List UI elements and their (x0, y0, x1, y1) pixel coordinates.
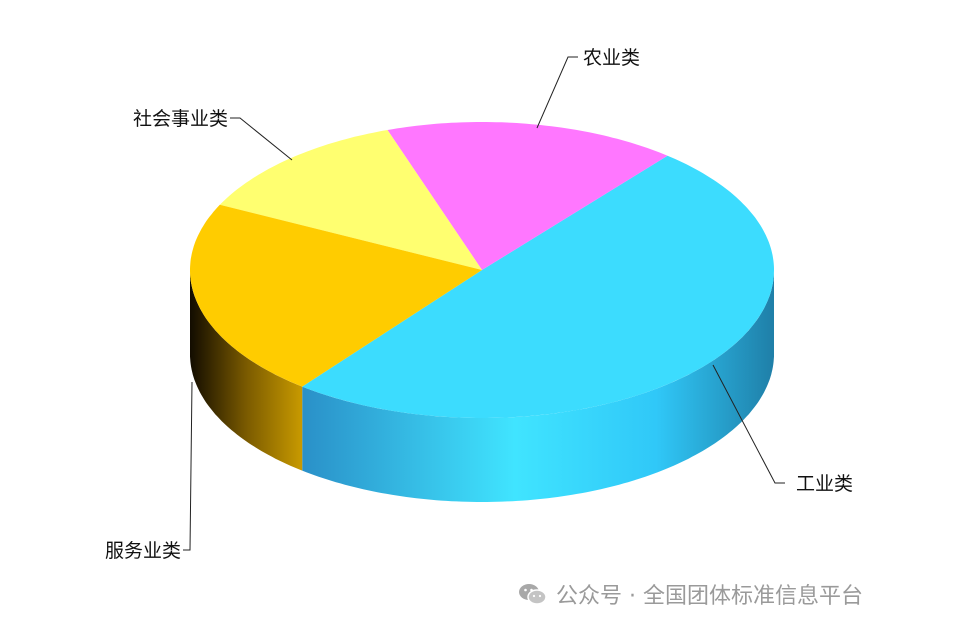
slice-0 (302, 155, 774, 418)
slice-side-3 (190, 270, 303, 471)
slice-label-service: 服务业类 (105, 540, 181, 562)
leader-line-industry (712, 364, 785, 484)
leader-line-social (230, 117, 293, 161)
slice-label-agriculture: 农业类 (583, 47, 640, 69)
slice-label-industry: 工业类 (796, 473, 853, 495)
slice-1 (387, 122, 668, 270)
wechat-icon (518, 582, 548, 606)
leader-line-agriculture (536, 56, 578, 129)
slice-side-0 (302, 270, 774, 502)
slice-3 (190, 204, 482, 387)
watermark: 公众号 · 全国团体标准信息平台 (518, 578, 863, 610)
slice-label-social: 社会事业类 (133, 108, 228, 130)
leader-line-service (183, 381, 193, 551)
slice-2 (219, 130, 483, 270)
watermark-text: 公众号 · 全国团体标准信息平台 (556, 584, 863, 609)
